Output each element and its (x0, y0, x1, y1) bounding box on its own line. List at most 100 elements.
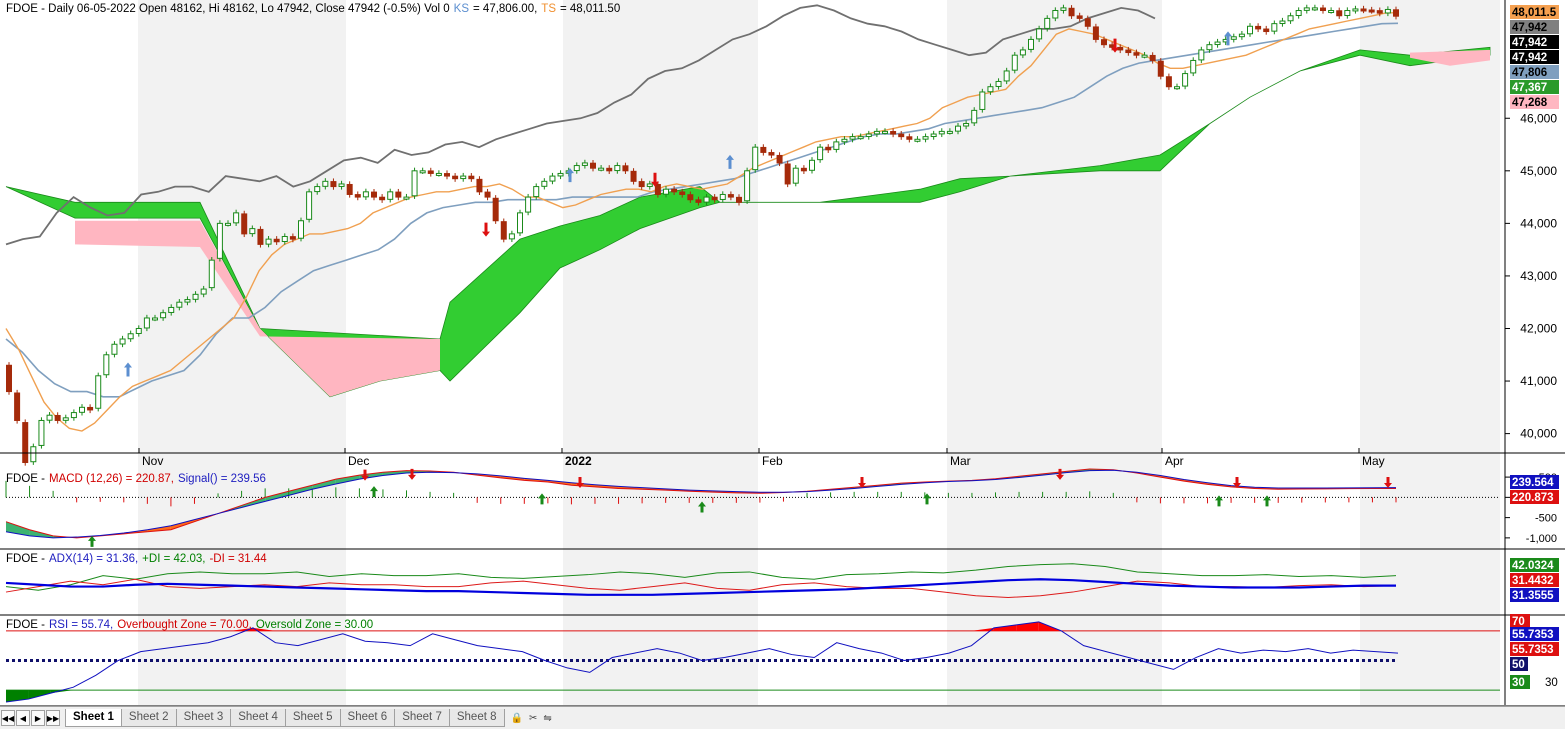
sheet-tab[interactable]: Sheet 2 (120, 709, 177, 727)
macd-value-label: 220.873 (1510, 490, 1559, 504)
macd-label: MACD (12,26) = 220.87, (48, 473, 174, 485)
candle-body (322, 180, 329, 187)
price-value-label: 47,806 (1510, 65, 1559, 79)
adx-value-label: 31.4432 (1510, 573, 1559, 587)
macd-header: FDOE - MACD (12,26) = 220.87, Signal() = 2… (6, 473, 270, 485)
mdi-label: -DI = 31.44 (209, 553, 267, 565)
candle-body (890, 131, 897, 135)
candle-body (46, 414, 53, 421)
candle-body (622, 165, 629, 172)
macd-signal-line (5, 469, 1397, 539)
month-band (1360, 0, 1500, 705)
rsi-overbought-label: Overbought Zone = 70.00, (117, 619, 252, 631)
macd-value-label: 239.564 (1510, 475, 1559, 489)
sheet-tab[interactable]: Sheet 3 (175, 709, 232, 727)
candle-body (476, 178, 483, 193)
candle-body (265, 238, 272, 245)
macd-value-label-text: 220.873 (1512, 492, 1554, 504)
candle-body (468, 175, 475, 180)
candle-body (273, 238, 280, 243)
candle-body (776, 154, 783, 164)
macd-down-arrow (576, 476, 584, 488)
adx-value-label: 31.3555 (1510, 588, 1559, 602)
sheet-tab[interactable]: Sheet 4 (230, 709, 286, 727)
sheet-tab[interactable]: Sheet 8 (448, 709, 505, 727)
sheet-tab[interactable]: Sheet 1 (65, 709, 122, 727)
candle-body (395, 191, 402, 198)
candle-body (306, 191, 313, 220)
adx-label: ADX(14) = 31.36, (48, 553, 139, 565)
candle-body (184, 299, 191, 303)
candle-body (1360, 8, 1367, 12)
rsi-line (5, 621, 1399, 703)
candle-body (6, 364, 12, 393)
ts-value: = 48,011.50 (560, 3, 621, 15)
adx-line (5, 578, 1396, 596)
layout-icon[interactable]: ⇋ (543, 712, 552, 724)
candle-body (914, 138, 921, 142)
next-sheet-button[interactable]: ▶ (31, 710, 45, 726)
candle-body (38, 419, 45, 446)
candle-body (525, 196, 532, 213)
price-value-label-text: 47,942 (1512, 52, 1547, 64)
candle-body (111, 343, 118, 355)
candle-body (160, 312, 167, 319)
candle-body (638, 181, 645, 188)
sheet-tab[interactable]: Sheet 6 (339, 709, 396, 727)
x-tick-label: Feb (762, 454, 783, 468)
y-tick-label: 43,000 (1520, 269, 1557, 283)
candle-body (298, 220, 304, 239)
rsi-value-label-box (1510, 614, 1530, 628)
candle-body (752, 146, 759, 171)
candle-body (760, 146, 767, 153)
cloud-bear (75, 220, 440, 397)
rsi-value-label-box (1510, 675, 1530, 689)
candle-body (792, 167, 799, 184)
x-tick-label: Mar (950, 454, 971, 468)
candle-body (922, 136, 929, 140)
x-tick-label: Apr (1165, 454, 1184, 468)
candle-body (1011, 54, 1018, 71)
candle-body (1393, 9, 1399, 17)
price-value-label-box (1510, 5, 1559, 19)
pdi-label: +DI = 42.03, (142, 553, 206, 565)
candle-body (346, 183, 353, 195)
macd-histogram-band (265, 491, 289, 502)
adx-value-label-box (1510, 558, 1559, 572)
last-sheet-button[interactable]: ▶▶ (46, 710, 60, 726)
sheet-tab[interactable]: Sheet 7 (394, 709, 450, 727)
candle-body (168, 306, 175, 313)
candle-body (1295, 10, 1302, 17)
price-value-label-text: 47,942 (1512, 37, 1547, 49)
adx-header: FDOE - ADX(14) = 31.36, +DI = 42.03, -DI = … (6, 553, 271, 565)
price-value-label-box (1510, 20, 1559, 34)
candle-body (549, 175, 556, 182)
macd-down-arrow (1233, 476, 1241, 488)
first-sheet-button[interactable]: ◀◀ (1, 710, 15, 726)
macd-up-arrow (1263, 495, 1271, 507)
candle-body (533, 186, 540, 198)
candle-body (873, 130, 880, 135)
candle-body (1149, 54, 1156, 61)
price-value-label-text: 48,011.5 (1512, 7, 1557, 19)
candle-body (79, 406, 85, 413)
candle-body (1271, 23, 1278, 32)
month-band (563, 0, 758, 705)
up-arrow (1224, 31, 1232, 46)
cut-icon[interactable]: ✂ (528, 712, 538, 724)
macd-y-tick-label: -500 (1535, 513, 1557, 525)
candle-body (1182, 73, 1189, 87)
kijun-line (5, 22, 1399, 398)
candle-body (963, 123, 970, 127)
candle-body (590, 162, 596, 169)
adx-value-label-text: 31.3555 (1512, 590, 1554, 602)
x-tick-label: 2022 (565, 454, 592, 468)
candle-body (882, 130, 888, 134)
sheet-tabs: Sheet 1 Sheet 2 Sheet 3 Sheet 4 Sheet 5 Sheet… (65, 709, 505, 727)
lock-icon[interactable]: 🔒 (510, 712, 523, 724)
candle-body (387, 191, 394, 200)
candle-body (1190, 59, 1197, 74)
prev-sheet-button[interactable]: ◀ (16, 710, 30, 726)
x-tick-label: Nov (142, 454, 163, 468)
sheet-tab[interactable]: Sheet 5 (284, 709, 341, 727)
